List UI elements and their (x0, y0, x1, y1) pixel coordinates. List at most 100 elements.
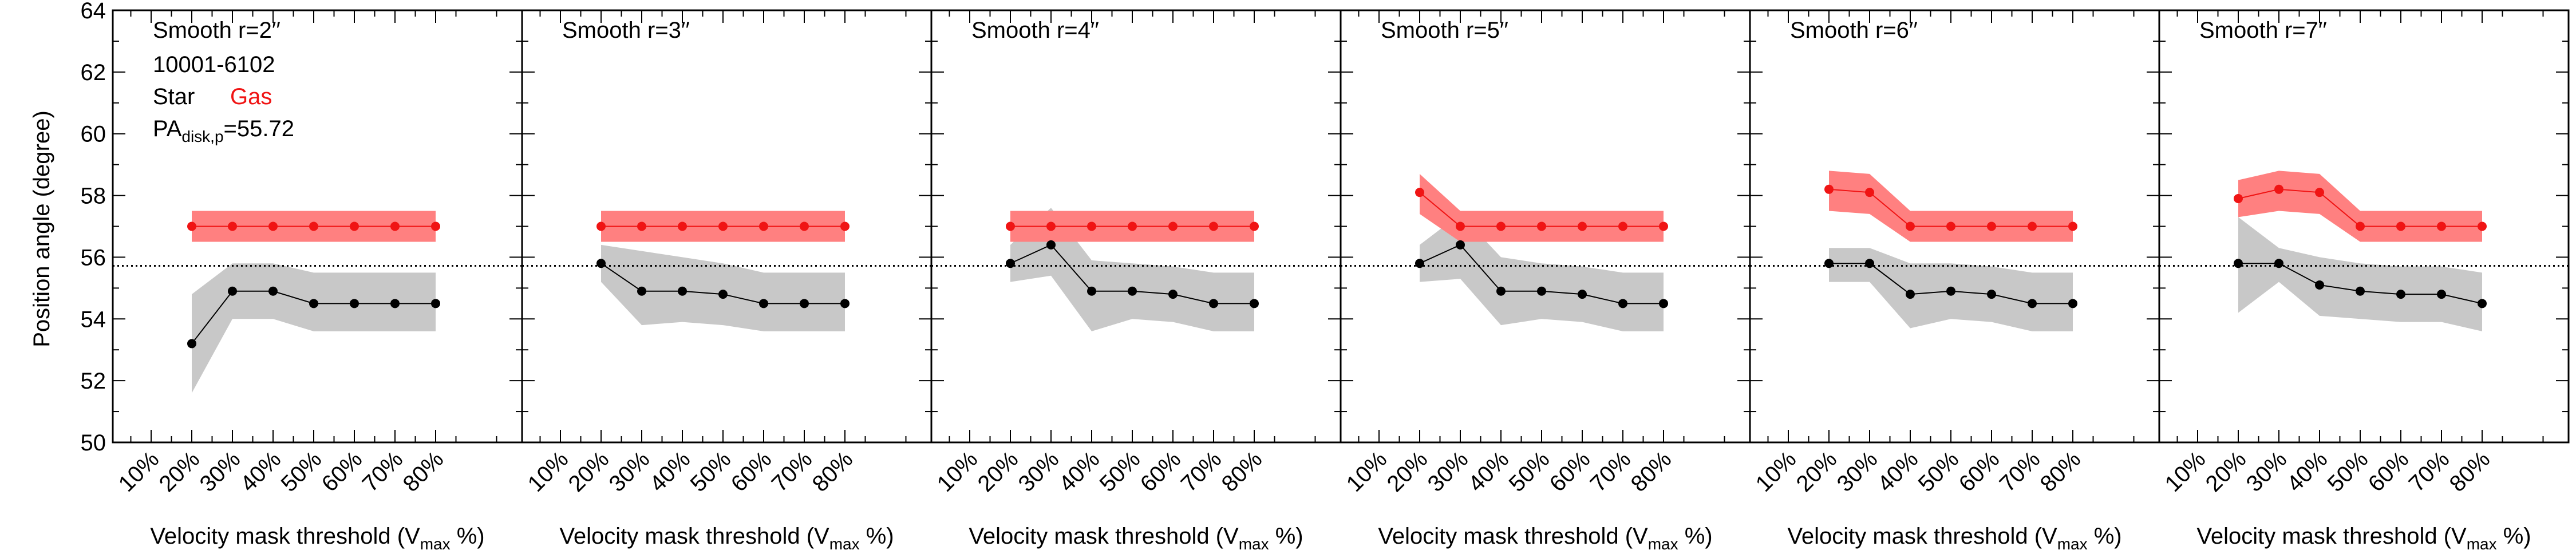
gas-data-point (431, 221, 440, 231)
x-axis-label: Velocity mask threshold (Vmax %) (1787, 524, 2121, 553)
gas-data-point (1456, 221, 1465, 231)
info-block: 10001-6102 Star Gas PAdisk,p=55.72 (153, 52, 294, 145)
gas-data-point (596, 221, 606, 231)
chart-panel-3: 10%20%30%40%50%60%70%80% Smooth r=4′′ Velo… (930, 9, 1342, 553)
star-data-point (1906, 290, 1915, 299)
panel-title: Smooth r=7′′ (2199, 18, 2327, 43)
y-tick-label: 54 (81, 307, 106, 332)
gas-data-point (1087, 221, 1096, 231)
x-axis-label: Velocity mask threshold (Vmax %) (559, 524, 894, 553)
gas-data-point (2234, 193, 2243, 203)
x-tick-label: 50% (686, 446, 736, 497)
x-tick-label: 40% (645, 446, 696, 497)
gas-data-point (187, 221, 196, 231)
star-uncertainty-band (192, 263, 436, 393)
star-data-point (431, 299, 440, 308)
gas-data-point (2437, 221, 2446, 231)
x-tick-label: 30% (195, 446, 246, 497)
y-tick-label: 56 (81, 245, 106, 270)
star-data-point (1659, 299, 1668, 308)
y-tick-label: 62 (81, 60, 106, 85)
chart-panel-2: 10%20%30%40%50%60%70%80% Smooth r=3′′ Velo… (521, 9, 933, 553)
star-data-point (2315, 280, 2324, 290)
star-uncertainty-band (1420, 213, 1664, 331)
x-tick-label: 30% (2242, 446, 2292, 497)
x-tick-label: 40% (1464, 446, 1514, 497)
x-axis-label: Velocity mask threshold (Vmax %) (969, 524, 1303, 553)
star-data-point (800, 299, 809, 308)
x-tick-label: 50% (1095, 446, 1145, 497)
gas-uncertainty-band (1829, 171, 2073, 242)
chart-panel-1: 50 52 54 56 58 60 62 64 10%20%30%40%50%60%70%80%… (81, 0, 523, 553)
gas-data-point (1578, 221, 1587, 231)
star-data-point (1618, 299, 1627, 308)
panel-title: Smooth r=3′′ (562, 18, 690, 43)
x-tick-label: 80% (2036, 446, 2086, 497)
gas-data-point (1168, 221, 1178, 231)
gas-data-point (2028, 221, 2037, 231)
star-data-point (1824, 259, 1834, 268)
star-data-point (1537, 286, 1546, 296)
gas-uncertainty-band (2238, 171, 2482, 242)
gas-data-point (759, 221, 768, 231)
star-data-point (228, 286, 237, 296)
star-data-point (1987, 290, 1996, 299)
x-tick-label: 50% (1504, 446, 1555, 497)
chart-panel-5: 10%20%30%40%50%60%70%80% Smooth r=6′′ Velo… (1749, 9, 2160, 553)
gas-data-point (1046, 221, 1056, 231)
x-tick-label: 10% (2160, 446, 2211, 497)
x-tick-label: 40% (236, 446, 286, 497)
star-data-point (2068, 299, 2077, 308)
star-data-point (2356, 286, 2365, 296)
gas-data-point (637, 221, 646, 231)
x-axis-label: Velocity mask threshold (Vmax %) (1378, 524, 1712, 553)
star-data-point (1168, 290, 1178, 299)
x-tick-label: 60% (317, 446, 368, 497)
x-tick-label: 80% (2445, 446, 2495, 497)
y-tick-label: 60 (81, 122, 106, 147)
pa-disk-value: PAdisk,p=55.72 (153, 116, 294, 145)
gas-data-point (1865, 188, 1874, 197)
gas-data-point (2356, 221, 2365, 231)
gas-data-point (678, 221, 687, 231)
gas-data-point (1006, 221, 1015, 231)
star-data-point (840, 299, 850, 308)
star-data-point (1006, 259, 1015, 268)
x-tick-label: 10% (933, 446, 983, 497)
star-data-point (187, 339, 196, 349)
x-axis-label: Velocity mask threshold (Vmax %) (150, 524, 484, 553)
gas-data-point (1906, 221, 1915, 231)
gas-data-point (1415, 188, 1424, 197)
x-tick-label: 40% (2282, 446, 2333, 497)
x-tick-label: 80% (398, 446, 449, 497)
gas-data-point (228, 221, 237, 231)
gas-data-point (2068, 221, 2077, 231)
star-data-point (2274, 259, 2283, 268)
gas-data-point (2396, 221, 2405, 231)
y-tick-label: 52 (81, 369, 106, 394)
gas-data-point (1987, 221, 1996, 231)
star-data-point (1250, 299, 1259, 308)
star-data-point (1087, 286, 1096, 296)
x-tick-label: 70% (767, 446, 817, 497)
x-tick-label: 20% (564, 446, 614, 497)
star-data-point (268, 286, 278, 296)
star-data-point (350, 299, 359, 308)
star-data-point (637, 286, 646, 296)
star-data-point (759, 299, 768, 308)
gas-data-point (1618, 221, 1627, 231)
gas-data-point (1824, 184, 1834, 194)
y-tick-label: 64 (81, 0, 106, 23)
star-data-point (678, 286, 687, 296)
x-tick-label: 20% (973, 446, 1024, 497)
x-tick-label: 70% (1995, 446, 2045, 497)
x-tick-label: 40% (1054, 446, 1105, 497)
star-data-point (596, 259, 606, 268)
x-tick-label: 70% (2404, 446, 2455, 497)
x-tick-label: 70% (358, 446, 408, 497)
panel-title: Smooth r=2′′ (153, 18, 280, 43)
chart-panel-4: 10%20%30%40%50%60%70%80% Smooth r=5′′ Velo… (1340, 9, 1751, 553)
gas-data-point (268, 221, 278, 231)
gas-data-point (1946, 221, 1955, 231)
